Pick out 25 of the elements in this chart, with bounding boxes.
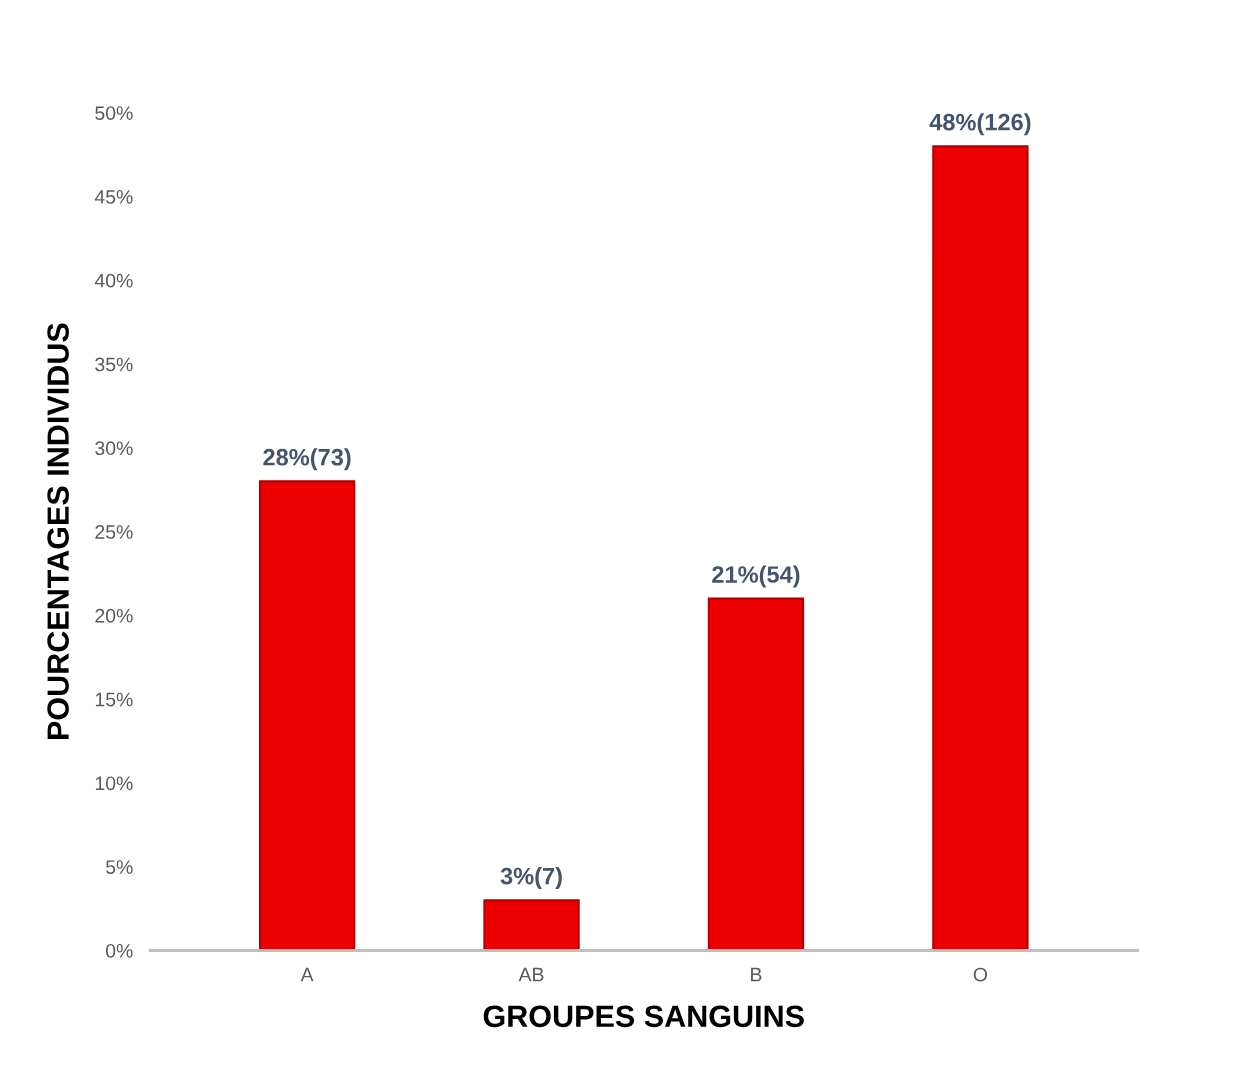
bar xyxy=(707,597,805,951)
bar xyxy=(483,899,580,951)
y-tick-label: 30% xyxy=(95,441,133,456)
y-tick-label: 20% xyxy=(95,608,133,623)
x-tick-label: AB xyxy=(518,967,544,982)
y-tick-label: 10% xyxy=(95,776,133,791)
y-axis-title: POURCENTAGES INDIVIDUS xyxy=(47,323,69,739)
data-label: 21%(54) xyxy=(712,565,800,588)
y-tick-label: 25% xyxy=(95,525,133,539)
y-tick-label: 5% xyxy=(106,860,133,874)
x-tick-label: A xyxy=(300,967,314,982)
y-tick-label: 40% xyxy=(94,273,133,288)
x-axis-title: GROUPES SANGUINS xyxy=(483,1005,804,1028)
data-label: 48%(126) xyxy=(929,113,1031,136)
bar xyxy=(258,480,356,951)
bar xyxy=(932,145,1029,951)
y-tick-label: 15% xyxy=(95,692,133,707)
y-tick-label: 35% xyxy=(95,357,133,372)
data-label: 28%(73) xyxy=(263,448,351,471)
y-tick-label: 50% xyxy=(95,106,133,121)
x-tick-label: O xyxy=(973,967,988,982)
y-tick-label: 45% xyxy=(94,190,133,204)
x-tick-label: B xyxy=(751,967,762,982)
data-label: 3%(7) xyxy=(500,867,562,890)
y-tick-label: 0% xyxy=(105,943,133,958)
